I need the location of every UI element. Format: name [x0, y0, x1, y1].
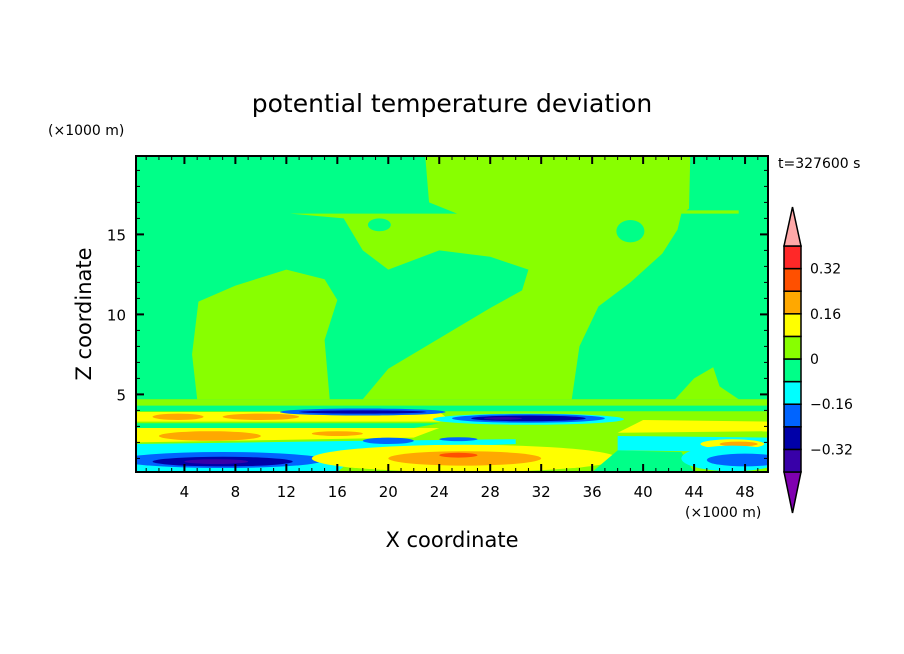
contour-region — [136, 405, 768, 412]
x-tick-label: 24 — [430, 483, 449, 501]
x-tick-label: 28 — [481, 483, 500, 501]
contour-region — [674, 367, 739, 400]
colorbar-box — [783, 358, 802, 383]
contour-region — [388, 451, 542, 466]
colorbar-label: 0 — [810, 352, 819, 368]
x-tick-label: 36 — [583, 483, 602, 501]
colorbar-box — [783, 267, 802, 292]
y-tick-label: 15 — [107, 226, 126, 244]
contour-region — [136, 439, 516, 454]
colorbar-label: −0.16 — [810, 397, 853, 413]
colorbar-label: 0.16 — [810, 307, 841, 323]
y-axis-label: Z coordinate — [72, 247, 96, 380]
contour-region — [471, 415, 586, 422]
y-unit-label: (×1000 m) — [48, 123, 124, 139]
colorbar-box — [783, 335, 802, 360]
x-unit-label: (×1000 m) — [685, 505, 761, 521]
contour-region — [152, 413, 204, 420]
contour-region — [719, 441, 758, 447]
colorbar-box — [783, 313, 802, 338]
colorbar-label: 0.32 — [810, 262, 841, 278]
contour-region — [706, 453, 768, 467]
colorbar-box — [783, 403, 802, 428]
contour-region — [439, 437, 478, 442]
contour-region — [617, 420, 768, 433]
contour-region — [592, 450, 695, 472]
contour-region — [362, 437, 414, 444]
contour-region — [439, 452, 478, 458]
x-tick-label: 32 — [532, 483, 551, 501]
colorbar-box — [783, 290, 802, 315]
x-tick-label: 12 — [277, 483, 296, 501]
contour-region — [136, 423, 440, 428]
chart-title: potential temperature deviation — [252, 89, 652, 118]
contour-region — [299, 410, 427, 414]
x-tick-label: 20 — [379, 483, 398, 501]
y-tick-label: 5 — [116, 386, 126, 404]
colorbar-box — [783, 380, 802, 405]
contour-region — [367, 218, 391, 232]
contour-region — [515, 210, 739, 214]
plot-area — [136, 156, 768, 472]
contour-region — [483, 417, 523, 420]
contour-region — [184, 459, 249, 464]
y-tick-label: 10 — [107, 306, 126, 324]
contour-region — [222, 413, 300, 420]
colorbar-extend-max — [783, 206, 802, 247]
time-label: t=327600 s — [778, 156, 860, 172]
x-tick-label: 40 — [634, 483, 653, 501]
x-tick-label: 8 — [231, 483, 241, 501]
x-tick-label: 44 — [685, 483, 704, 501]
contour-region — [311, 431, 363, 436]
contour-region — [290, 156, 691, 400]
x-tick-label: 48 — [736, 483, 755, 501]
x-tick-label: 16 — [328, 483, 347, 501]
contour-region — [616, 220, 645, 243]
contour-region — [192, 269, 338, 400]
colorbar-box — [783, 426, 802, 451]
colorbar-extend-min — [783, 471, 802, 514]
contour-region — [158, 431, 261, 441]
x-axis-label: X coordinate — [385, 528, 518, 552]
colorbar-label: −0.32 — [810, 442, 853, 458]
colorbar: 0.32 0.16 0 −0.16 −0.32 — [783, 206, 853, 514]
x-tick-label: 4 — [180, 483, 190, 501]
colorbar-box — [783, 245, 802, 270]
colorbar-box — [783, 448, 802, 473]
